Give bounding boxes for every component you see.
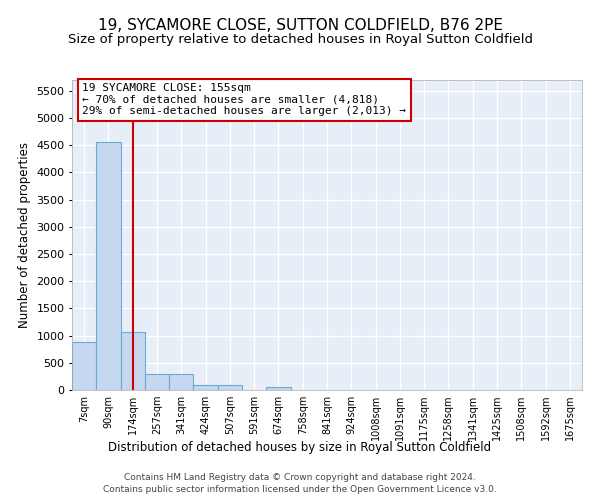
Text: Size of property relative to detached houses in Royal Sutton Coldfield: Size of property relative to detached ho… bbox=[67, 32, 533, 46]
Bar bbox=[72, 342, 96, 390]
Text: 19 SYCAMORE CLOSE: 155sqm
← 70% of detached houses are smaller (4,818)
29% of se: 19 SYCAMORE CLOSE: 155sqm ← 70% of detac… bbox=[82, 83, 406, 116]
Bar bbox=[169, 374, 193, 390]
Bar bbox=[145, 374, 169, 390]
Y-axis label: Number of detached properties: Number of detached properties bbox=[17, 142, 31, 328]
Bar bbox=[121, 332, 145, 390]
Text: Contains public sector information licensed under the Open Government Licence v3: Contains public sector information licen… bbox=[103, 486, 497, 494]
Bar bbox=[218, 385, 242, 390]
Text: Contains HM Land Registry data © Crown copyright and database right 2024.: Contains HM Land Registry data © Crown c… bbox=[124, 473, 476, 482]
Bar bbox=[96, 142, 121, 390]
Text: 19, SYCAMORE CLOSE, SUTTON COLDFIELD, B76 2PE: 19, SYCAMORE CLOSE, SUTTON COLDFIELD, B7… bbox=[97, 18, 503, 32]
Bar bbox=[193, 385, 218, 390]
Bar bbox=[266, 386, 290, 390]
Text: Distribution of detached houses by size in Royal Sutton Coldfield: Distribution of detached houses by size … bbox=[109, 441, 491, 454]
